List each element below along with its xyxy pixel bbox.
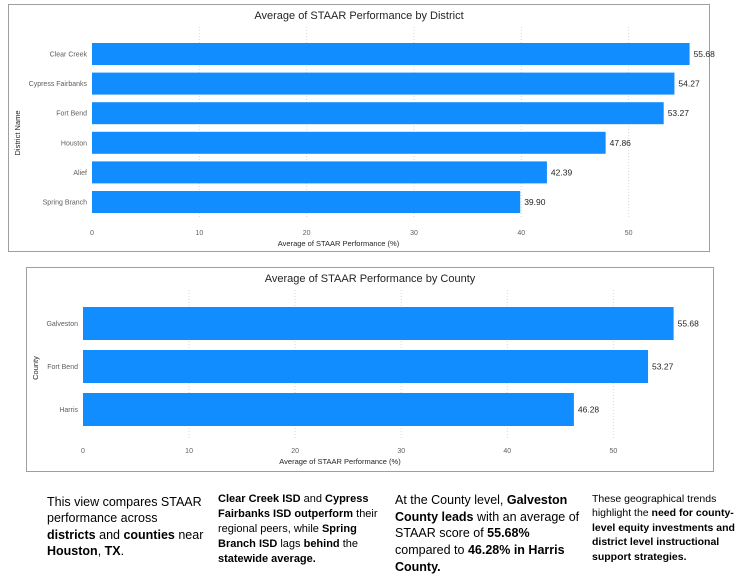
bar[interactable] bbox=[92, 191, 521, 213]
x-axis-title: Average of STAAR Performance (%) bbox=[279, 457, 401, 466]
narrative-bold: 46.28% in Harris County. bbox=[395, 542, 565, 574]
data-label: 39.90 bbox=[524, 197, 546, 207]
county-chart-panel: Average of STAAR Performance by County 0… bbox=[26, 267, 714, 472]
narrative-text: near bbox=[174, 527, 204, 542]
narrative-overview: This view compares STAAR performance acr… bbox=[47, 494, 207, 559]
narrative-bold: need for county-level equity investments… bbox=[592, 507, 735, 563]
narrative-bold: Cypress Fairbanks ISD outperform bbox=[218, 493, 369, 520]
bar[interactable] bbox=[92, 161, 547, 184]
bar[interactable] bbox=[83, 307, 674, 340]
category-label: Galveston bbox=[46, 321, 78, 328]
narrative-bold: districts bbox=[47, 527, 96, 542]
narrative-text: the bbox=[339, 537, 359, 550]
narrative-text: . bbox=[120, 543, 125, 558]
bar[interactable] bbox=[92, 131, 606, 154]
y-axis-title: County bbox=[31, 356, 40, 380]
narrative-bold: Spring Branch ISD bbox=[218, 522, 357, 550]
narrative-trends: These geographical trends highlight the … bbox=[592, 492, 750, 564]
x-tick-label: 0 bbox=[81, 448, 85, 455]
narrative-bold: counties bbox=[123, 527, 175, 542]
data-label: 53.27 bbox=[652, 362, 674, 372]
y-axis-title: District Name bbox=[13, 110, 22, 155]
narrative-text: At the County level, bbox=[395, 493, 507, 507]
narrative-counties: At the County level, Galveston County le… bbox=[395, 492, 585, 575]
narrative-text: , bbox=[97, 543, 105, 558]
district-bar-chart: 0 10 20 30 40 50 Clear Creek 55.68 Cypress Fairb… bbox=[13, 27, 715, 248]
district-chart-panel: Average of STAAR Performance by District… bbox=[8, 4, 715, 252]
category-label: Alief bbox=[73, 170, 87, 177]
narrative-districts: Clear Creek ISD and Cypress Fairbanks IS… bbox=[218, 492, 383, 567]
category-label: Clear Creek bbox=[50, 52, 88, 59]
narrative-bold: Houston bbox=[47, 543, 98, 558]
x-tick-label: 30 bbox=[397, 448, 405, 455]
narrative-bold: statewide average. bbox=[218, 552, 316, 565]
x-tick-label: 10 bbox=[195, 230, 203, 237]
narrative-text: lags bbox=[277, 537, 304, 550]
data-label: 55.68 bbox=[678, 319, 700, 329]
category-label: Harris bbox=[59, 407, 78, 414]
data-label: 55.68 bbox=[694, 49, 716, 59]
bar[interactable] bbox=[92, 43, 690, 65]
data-label: 42.39 bbox=[551, 167, 573, 177]
category-label: Houston bbox=[61, 140, 87, 147]
category-label: Fort Bend bbox=[47, 364, 78, 371]
x-tick-label: 0 bbox=[90, 230, 94, 237]
data-label: 46.28 bbox=[578, 405, 600, 415]
x-tick-label: 30 bbox=[410, 230, 418, 237]
data-label: 47.86 bbox=[610, 138, 632, 148]
narrative-text: This view compares STAAR performance acr… bbox=[47, 495, 202, 526]
category-label: Cypress Fairbanks bbox=[29, 81, 88, 88]
narrative-bold: 55.68% bbox=[487, 526, 530, 541]
data-label: 53.27 bbox=[668, 108, 690, 118]
category-label: Fort Bend bbox=[56, 111, 87, 118]
narrative-text: and bbox=[300, 493, 326, 505]
narrative-text: their regional peers, while bbox=[218, 507, 378, 535]
x-tick-label: 50 bbox=[609, 448, 617, 455]
x-axis-title: Average of STAAR Performance (%) bbox=[278, 239, 400, 248]
bar[interactable] bbox=[92, 102, 664, 125]
bar[interactable] bbox=[83, 393, 574, 426]
x-tick-label: 20 bbox=[291, 448, 299, 455]
bar[interactable] bbox=[83, 350, 649, 383]
county-chart-title: Average of STAAR Performance by County bbox=[264, 273, 476, 285]
x-tick-label: 40 bbox=[517, 230, 525, 237]
narrative-text: with an average of STAAR score of bbox=[395, 509, 580, 541]
x-tick-label: 40 bbox=[503, 448, 511, 455]
bar[interactable] bbox=[92, 72, 675, 95]
narrative-text: These geographical trends highlight the bbox=[592, 493, 717, 520]
narrative-bold: Galveston County leads bbox=[395, 493, 568, 524]
narrative-bold: behind bbox=[303, 537, 340, 550]
narrative-text: and bbox=[95, 527, 124, 542]
narrative-text: compared to bbox=[395, 542, 468, 557]
narrative-bold: Clear Creek ISD bbox=[218, 493, 301, 505]
narrative-bold: TX bbox=[104, 543, 121, 558]
data-label: 54.27 bbox=[678, 79, 700, 89]
district-chart-title: Average of STAAR Performance by District bbox=[254, 10, 464, 22]
x-tick-label: 10 bbox=[185, 448, 193, 455]
x-tick-label: 20 bbox=[303, 230, 311, 237]
x-tick-label: 50 bbox=[625, 230, 633, 237]
category-label: Spring Branch bbox=[43, 200, 87, 207]
county-bar-chart: 0 10 20 30 40 50 Galveston 55.68 Fort Bend 53.27 H… bbox=[31, 290, 700, 466]
